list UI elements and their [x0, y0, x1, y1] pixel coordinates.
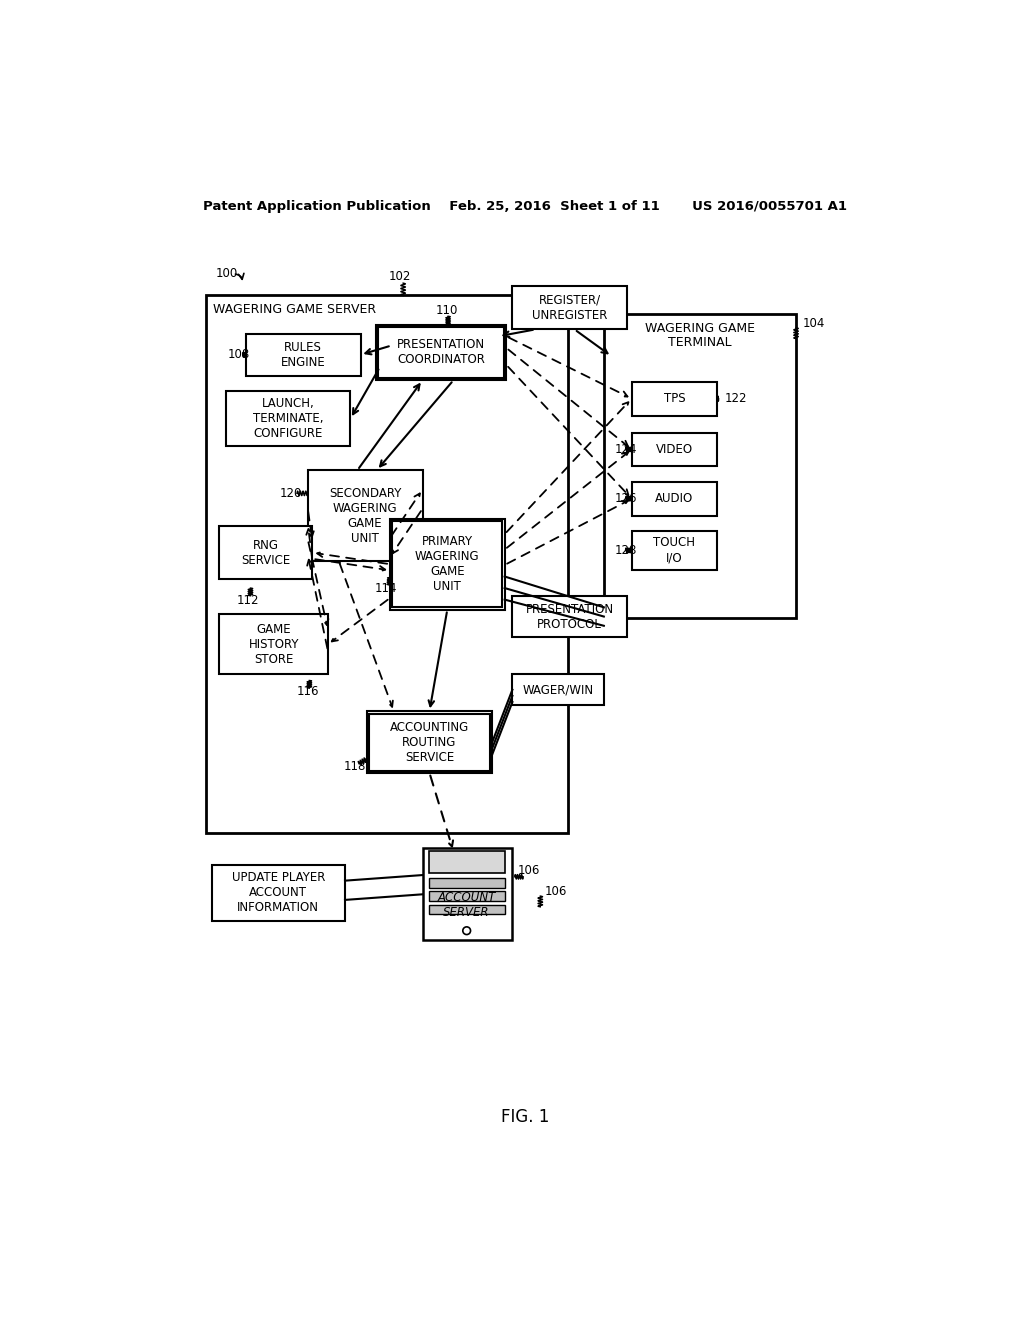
Text: 108: 108: [227, 348, 250, 362]
Bar: [512, 595, 627, 638]
Text: Patent Application Publication    Feb. 25, 2016  Sheet 1 of 11       US 2016/005: Patent Application Publication Feb. 25, …: [203, 199, 847, 213]
Text: TPS: TPS: [664, 392, 685, 405]
Bar: [512, 286, 627, 330]
Text: RULES
ENGINE: RULES ENGINE: [281, 341, 326, 370]
Bar: [429, 904, 506, 913]
Text: SECONDARY
WAGERING
GAME
UNIT: SECONDARY WAGERING GAME UNIT: [329, 487, 401, 545]
Text: PRIMARY
WAGERING
GAME
UNIT: PRIMARY WAGERING GAME UNIT: [415, 535, 479, 593]
Text: 120: 120: [280, 487, 302, 500]
Bar: [604, 314, 796, 618]
Text: 106: 106: [545, 884, 567, 898]
Text: 104: 104: [802, 317, 824, 330]
Bar: [219, 527, 312, 579]
Bar: [429, 851, 506, 873]
Text: 116: 116: [297, 685, 319, 698]
Bar: [378, 327, 504, 378]
Text: WAGERING GAME SERVER: WAGERING GAME SERVER: [213, 302, 377, 315]
Text: LAUNCH,
TERMINATE,
CONFIGURE: LAUNCH, TERMINATE, CONFIGURE: [253, 397, 324, 440]
Text: 114: 114: [375, 582, 397, 594]
Text: 112: 112: [237, 594, 259, 607]
Bar: [219, 614, 328, 675]
Text: UPDATE PLAYER
ACCOUNT
INFORMATION: UPDATE PLAYER ACCOUNT INFORMATION: [231, 871, 325, 915]
Text: WAGERING GAME
TERMINAL: WAGERING GAME TERMINAL: [645, 322, 755, 350]
Bar: [632, 531, 717, 570]
Text: 106: 106: [518, 865, 541, 878]
Text: 118: 118: [343, 760, 366, 774]
Text: GAME
HISTORY
STORE: GAME HISTORY STORE: [249, 623, 299, 665]
Text: WAGER/WIN: WAGER/WIN: [522, 684, 594, 696]
Bar: [369, 714, 489, 771]
Text: AUDIO: AUDIO: [655, 492, 693, 506]
Text: 124: 124: [614, 444, 637, 455]
Bar: [212, 866, 345, 921]
Text: PRESENTATION
COORDINATOR: PRESENTATION COORDINATOR: [397, 338, 485, 367]
Bar: [226, 391, 350, 446]
Text: 128: 128: [614, 544, 637, 557]
Text: 100: 100: [216, 267, 238, 280]
Bar: [367, 711, 493, 774]
Text: FIG. 1: FIG. 1: [501, 1107, 549, 1126]
Bar: [308, 470, 423, 561]
Bar: [512, 675, 604, 705]
Text: VIDEO: VIDEO: [655, 444, 693, 455]
Bar: [632, 482, 717, 516]
Text: 102: 102: [388, 269, 411, 282]
Bar: [429, 878, 506, 887]
Text: ACCOUNTING
ROUTING
SERVICE: ACCOUNTING ROUTING SERVICE: [390, 721, 469, 763]
Text: PRESENTATION
PROTOCOL: PRESENTATION PROTOCOL: [525, 602, 613, 631]
Bar: [632, 381, 717, 416]
Text: REGISTER/
UNREGISTER: REGISTER/ UNREGISTER: [532, 294, 607, 322]
Bar: [423, 847, 512, 940]
Text: 126: 126: [614, 492, 637, 506]
Text: TOUCH
I/O: TOUCH I/O: [653, 536, 695, 565]
Bar: [390, 519, 505, 610]
Circle shape: [463, 927, 471, 935]
Bar: [392, 521, 503, 607]
Text: 122: 122: [725, 392, 748, 405]
Bar: [246, 334, 360, 376]
Text: 110: 110: [435, 304, 458, 317]
Text: RNG
SERVICE: RNG SERVICE: [242, 539, 291, 566]
Bar: [632, 433, 717, 466]
Bar: [376, 325, 506, 380]
Bar: [206, 296, 568, 833]
Text: ACCOUNT
SERVER: ACCOUNT SERVER: [437, 891, 496, 919]
Bar: [429, 891, 506, 900]
